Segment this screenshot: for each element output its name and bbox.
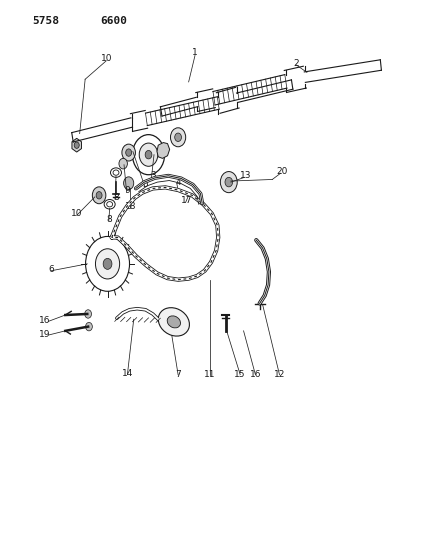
- Circle shape: [86, 322, 92, 331]
- Text: 5758: 5758: [33, 16, 59, 26]
- Circle shape: [92, 187, 106, 204]
- Text: 8: 8: [113, 193, 119, 203]
- Text: 11: 11: [204, 370, 216, 379]
- Text: 6600: 6600: [100, 16, 127, 26]
- Circle shape: [145, 150, 152, 159]
- Ellipse shape: [167, 316, 181, 328]
- Circle shape: [103, 259, 112, 269]
- Circle shape: [74, 142, 79, 148]
- Text: 16: 16: [250, 370, 261, 379]
- Text: 17: 17: [181, 196, 192, 205]
- Circle shape: [96, 191, 102, 199]
- Text: 8: 8: [107, 214, 113, 223]
- Text: 7: 7: [175, 370, 181, 379]
- Circle shape: [175, 133, 181, 141]
- Circle shape: [220, 172, 237, 192]
- Circle shape: [170, 128, 186, 147]
- Text: 2: 2: [294, 59, 299, 68]
- Text: 12: 12: [274, 370, 285, 379]
- Text: 9: 9: [125, 185, 130, 195]
- Text: 13: 13: [240, 171, 251, 180]
- Text: 16: 16: [39, 316, 51, 325]
- Text: 10: 10: [101, 54, 112, 63]
- Text: 18: 18: [125, 202, 136, 211]
- Text: 20: 20: [276, 167, 287, 176]
- Circle shape: [95, 249, 119, 279]
- Text: 10: 10: [71, 209, 83, 218]
- Circle shape: [225, 177, 232, 187]
- Text: 15: 15: [235, 370, 246, 379]
- Text: 5: 5: [143, 180, 149, 189]
- Circle shape: [122, 144, 135, 161]
- Text: 14: 14: [122, 368, 133, 377]
- Polygon shape: [72, 139, 81, 152]
- Text: 4: 4: [175, 177, 181, 187]
- Text: 6: 6: [48, 265, 54, 273]
- Circle shape: [119, 158, 128, 169]
- Text: 3: 3: [150, 171, 156, 180]
- Ellipse shape: [158, 308, 190, 336]
- Polygon shape: [157, 142, 169, 158]
- Circle shape: [126, 149, 132, 156]
- Text: 19: 19: [39, 329, 51, 338]
- Circle shape: [124, 177, 134, 190]
- Circle shape: [85, 310, 92, 318]
- Circle shape: [139, 143, 158, 166]
- Text: 1: 1: [192, 49, 198, 58]
